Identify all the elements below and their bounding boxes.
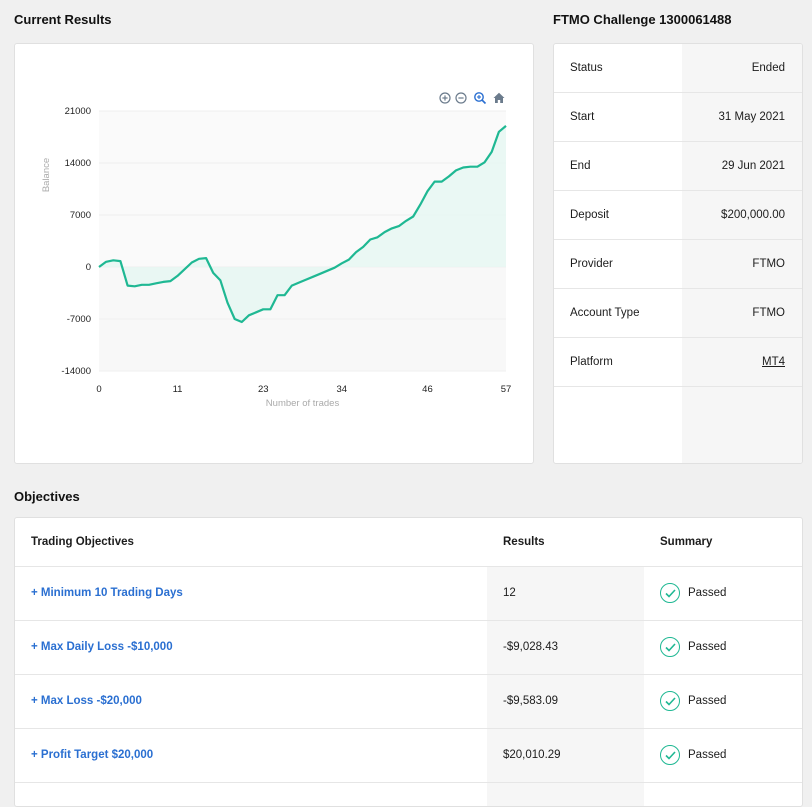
info-label: Start — [570, 111, 595, 123]
summary-status: Passed — [688, 641, 727, 653]
y-tick-label: 21000 — [65, 106, 91, 117]
x-tick-label: 46 — [422, 384, 433, 395]
objective-row: + Minimum 10 Trading Days 12 Passed — [15, 567, 802, 621]
info-label: Deposit — [570, 209, 609, 221]
y-tick-label: 0 — [86, 262, 91, 273]
header-summary: Summary — [660, 536, 713, 548]
account-type-value: FTMO — [752, 307, 785, 319]
objective-summary: Passed — [660, 583, 726, 603]
check-circle-icon — [660, 691, 680, 711]
x-axis-label: Number of trades — [266, 398, 340, 409]
objective-link[interactable]: + Minimum 10 Trading Days — [31, 587, 183, 599]
x-tick-label: 23 — [258, 384, 269, 395]
check-circle-icon — [660, 583, 680, 603]
balance-line — [98, 125, 507, 324]
info-row-account-type: Account Type FTMO — [554, 289, 802, 338]
deposit-value: $200,000.00 — [721, 209, 785, 221]
account-title: FTMO Challenge 1300061488 — [553, 12, 732, 27]
check-circle-icon — [660, 745, 680, 765]
results-column — [487, 567, 644, 806]
home-icon[interactable] — [493, 92, 505, 103]
summary-status: Passed — [688, 587, 727, 599]
header-results: Results — [503, 536, 545, 548]
header-trading-objectives: Trading Objectives — [31, 536, 134, 548]
info-value-column — [682, 44, 802, 463]
objective-row: + Max Loss -$20,000 -$9,583.09 Passed — [15, 675, 802, 729]
balance-area — [99, 125, 506, 323]
y-tick-label: 7000 — [70, 210, 91, 221]
balance-chart: 21000 14000 7000 0 -7000 -14000 0 11 23 34 46 57 Num… — [41, 92, 512, 409]
balance-chart-card: 21000 14000 7000 0 -7000 -14000 0 11 23 34 46 57 Num… — [14, 43, 534, 464]
info-row-start: Start 31 May 2021 — [554, 93, 802, 142]
check-circle-icon — [660, 637, 680, 657]
objective-link[interactable]: + Profit Target $20,000 — [31, 749, 154, 761]
info-row-platform: Platform MT4 — [554, 338, 802, 387]
objective-result: 12 — [503, 587, 516, 599]
objective-result: -$9,583.09 — [503, 695, 558, 707]
objective-result: -$9,028.43 — [503, 641, 558, 653]
objective-row: + Max Daily Loss -$10,000 -$9,028.43 Pas… — [15, 621, 802, 675]
x-tick-label: 57 — [501, 384, 512, 395]
info-label: Status — [570, 62, 603, 74]
objective-summary: Passed — [660, 745, 726, 765]
objective-summary: Passed — [660, 691, 726, 711]
start-value: 31 May 2021 — [718, 111, 786, 123]
info-row-provider: Provider FTMO — [554, 240, 802, 289]
summary-status: Passed — [688, 695, 727, 707]
info-row-deposit: Deposit $200,000.00 — [554, 191, 802, 240]
zoom-out-icon[interactable] — [455, 92, 467, 104]
objectives-header-row: Trading Objectives Results Summary — [15, 518, 802, 567]
info-label: Provider — [570, 258, 613, 270]
zoom-select-icon[interactable] — [474, 92, 487, 105]
platform-link[interactable]: MT4 — [762, 356, 785, 368]
account-info-table: Status Ended Start 31 May 2021 End 29 Ju… — [553, 43, 803, 464]
zoom-in-icon[interactable] — [439, 92, 451, 104]
y-tick-label: -7000 — [67, 314, 91, 325]
info-label: End — [570, 160, 591, 172]
y-tick-label: -14000 — [61, 366, 91, 377]
objectives-table: Trading Objectives Results Summary + Min… — [14, 517, 803, 807]
provider-value: FTMO — [752, 258, 785, 270]
objective-result: $20,010.29 — [503, 749, 561, 761]
current-results-title: Current Results — [14, 12, 112, 27]
objective-link[interactable]: + Max Loss -$20,000 — [31, 695, 142, 707]
objectives-title: Objectives — [14, 489, 80, 504]
summary-status: Passed — [688, 749, 727, 761]
info-label: Platform — [570, 356, 613, 368]
status-value: Ended — [751, 62, 785, 74]
objective-link[interactable]: + Max Daily Loss -$10,000 — [31, 641, 173, 653]
y-axis-label: Balance — [41, 158, 52, 192]
x-tick-label: 11 — [173, 384, 183, 395]
y-tick-label: 14000 — [65, 158, 91, 169]
x-tick-label: 34 — [336, 384, 347, 395]
objective-summary: Passed — [660, 637, 726, 657]
info-row-status: Status Ended — [554, 44, 802, 93]
info-row-end: End 29 Jun 2021 — [554, 142, 802, 191]
x-tick-label: 0 — [96, 384, 101, 395]
info-label: Account Type — [570, 307, 640, 319]
end-value: 29 Jun 2021 — [721, 160, 785, 172]
objective-row: + Profit Target $20,000 $20,010.29 Passe… — [15, 729, 802, 783]
